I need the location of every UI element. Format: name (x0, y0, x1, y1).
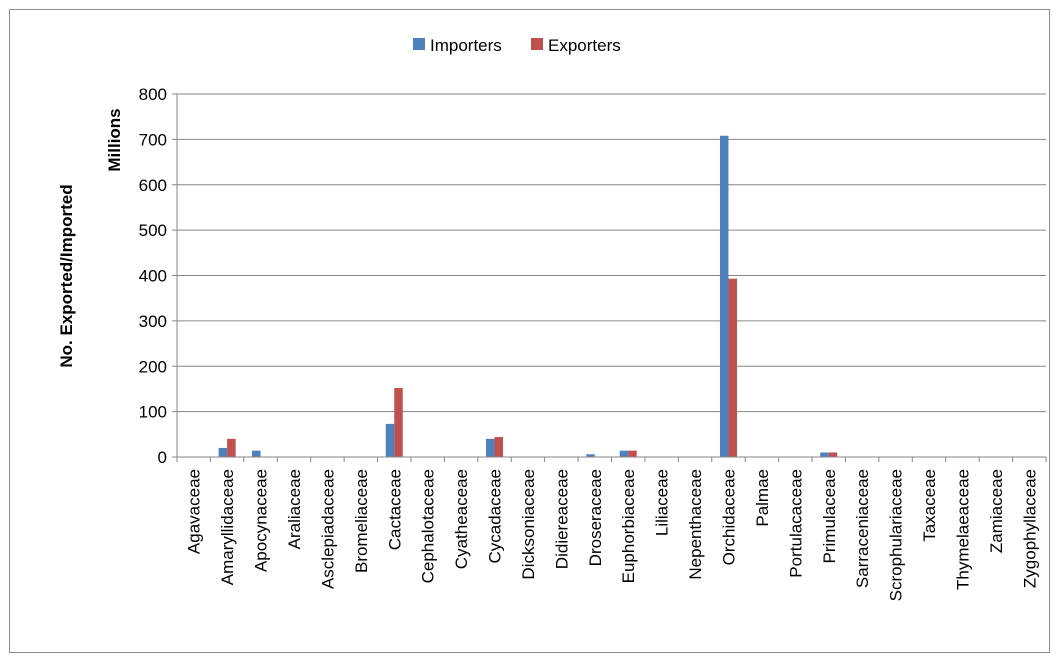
x-tick-label: Euphorbiaceae (619, 469, 638, 583)
x-tick-label: Scrophulariaceae (887, 469, 906, 601)
y-tick-label: 100 (139, 403, 167, 422)
x-tick-label: Cephalotaceae (419, 469, 438, 583)
x-tick-label: Cyatheaceae (452, 469, 471, 569)
bar-importers-euphorbiaceae (619, 450, 629, 457)
x-tick-label: Araliaceae (285, 469, 304, 549)
gridlines (177, 93, 1046, 413)
x-tick-label: Asclepiadaceae (318, 469, 337, 589)
x-tick-label: Portulacaceae (786, 469, 805, 578)
legend-swatch-exporters (531, 38, 543, 50)
bar-exporters-cycadaceae (494, 437, 504, 457)
x-tick-label: Droseraceae (586, 469, 605, 566)
bar-exporters-primulaceae (828, 452, 838, 457)
y-axis-unit-label: Millions (105, 108, 124, 171)
y-tick-label: 500 (139, 221, 167, 240)
x-tick-label: Apocynaceae (252, 469, 271, 572)
y-axis-title: No. Exported/Imported (57, 184, 76, 367)
y-tick-label: 800 (139, 85, 167, 104)
x-tick-label: Nepenthaceae (686, 469, 705, 580)
bar-exporters-cactaceae (394, 388, 403, 457)
legend: Importers Exporters (413, 36, 621, 55)
x-tick-label: Zamiaceae (987, 469, 1006, 553)
bars (185, 135, 1038, 457)
y-tick-label: 0 (158, 448, 167, 467)
x-tick-label: Didiereaceae (552, 469, 571, 569)
y-tick-label: 300 (139, 312, 167, 331)
axes (172, 93, 1047, 462)
x-tick-label: Palmae (753, 469, 772, 527)
x-tick-label: Taxaceae (920, 469, 939, 542)
y-tick-labels: 0 100 200 300 400 500 600 700 800 (139, 85, 167, 467)
x-tick-label: Sarraceniaceae (853, 469, 872, 588)
y-tick-label: 600 (139, 176, 167, 195)
bar-importers-orchidaceae (719, 135, 729, 457)
bar-exporters-euphorbiaceae (628, 450, 637, 457)
x-tick-label: Cactaceae (385, 469, 404, 550)
legend-label-importers: Importers (430, 36, 502, 55)
bar-exporters-orchidaceae (728, 278, 737, 457)
bar-importers-cactaceae (385, 423, 395, 457)
x-tick-label: Dicksoniaceae (519, 469, 538, 580)
bar-importers-amaryllidaceae (218, 447, 228, 457)
bar-importers-droseraceae (586, 454, 595, 457)
bar-importers-primulaceae (820, 452, 829, 457)
x-tick-label: Cycadaceae (486, 469, 505, 564)
y-tick-label: 200 (139, 357, 167, 376)
legend-label-exporters: Exporters (548, 36, 621, 55)
x-tick-labels: Agavaceae Amaryllidaceae Apocynaceae Aralia… (185, 469, 1040, 601)
x-tick-label: Zygophyllaceae (1020, 469, 1039, 588)
x-tick-label: Liliaceae (653, 469, 672, 536)
x-tick-label: Thymelaeaceae (953, 469, 972, 590)
bar-exporters-amaryllidaceae (227, 438, 236, 457)
y-tick-label: 400 (139, 267, 167, 286)
chart-frame (9, 9, 1050, 653)
y-tick-label: 700 (139, 130, 167, 149)
x-tick-label: Primulaceae (820, 469, 839, 564)
legend-swatch-importers (413, 38, 425, 50)
x-tick-label: Agavaceae (185, 469, 204, 554)
bar-importers-apocynaceae (252, 450, 261, 457)
x-tick-label: Amaryllidaceae (218, 469, 237, 585)
bar-importers-cycadaceae (486, 438, 495, 457)
x-tick-label: Bromeliaceae (352, 469, 371, 573)
x-tick-label: Orchidaceae (719, 469, 738, 565)
